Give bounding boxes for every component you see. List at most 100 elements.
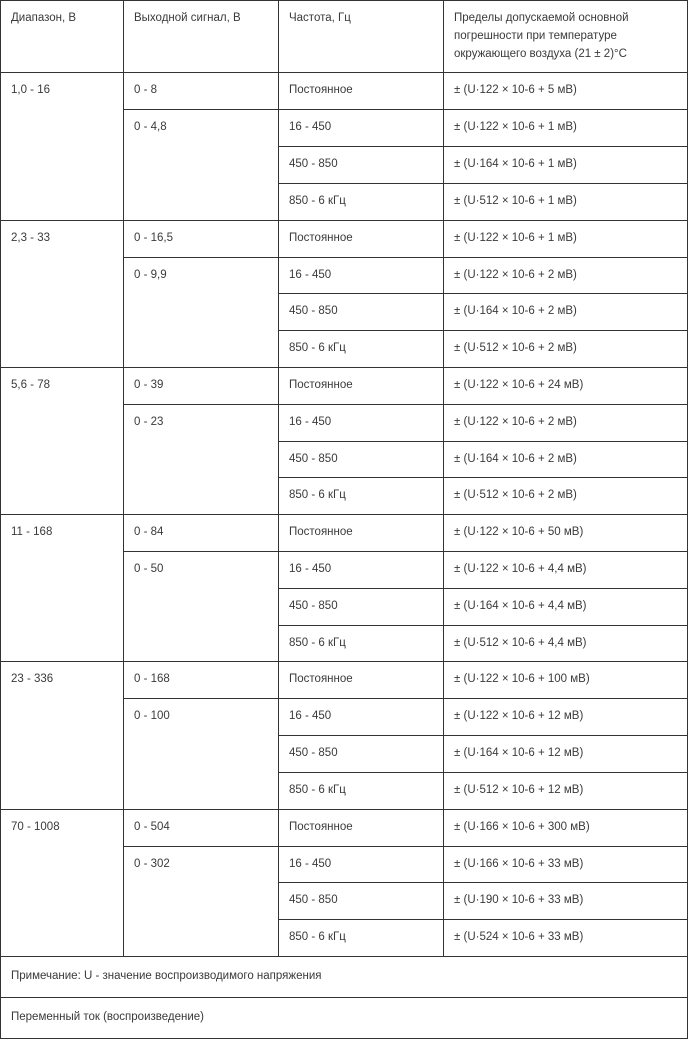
cell-error-limit: ± (U·166 × 10-6 + 300 мВ) <box>443 808 688 847</box>
cell-error-limit: ± (U·164 × 10-6 + 4,4 мВ) <box>443 587 688 626</box>
cell-error-limit: ± (U·512 × 10-6 + 12 мВ) <box>443 771 688 810</box>
table-row: 450 - 850 ± (U·164 × 10-6 + 12 мВ) <box>1 735 688 773</box>
table-footer-row: Примечание: U - значение воспроизводимог… <box>0 955 688 998</box>
table-row: 2,3 - 33 0 - 16,5 Постоянное ± (U·122 × 10-… <box>0 219 688 368</box>
cell-output-signal-dc: 0 - 8 <box>123 72 279 111</box>
cell-error-limit: ± (U·122 × 10-6 + 2 мВ) <box>443 403 688 442</box>
table-row: 850 - 6 кГц ± (U·512 × 10-6 + 2 мВ) <box>1 477 688 516</box>
cell-frequency: 850 - 6 кГц <box>278 330 444 368</box>
column-header-range: Диапазон, В <box>0 0 124 74</box>
cell-output-signal-ac: 0 - 9,9 <box>123 256 279 368</box>
table-row: 0 - 50 16 - 450 ± (U·122 × 10-6 + 4,4 мВ) <box>1 550 688 663</box>
cell-frequency: 850 - 6 кГц <box>278 477 444 516</box>
table-row: 1,0 - 16 0 - 8 Постоянное ± (U·122 × 10-6 +… <box>0 72 688 221</box>
cell-frequency: Постоянное <box>278 514 444 552</box>
cell-error-limit: ± (U·122 × 10-6 + 12 мВ) <box>443 698 688 737</box>
cell-error-limit: ± (U·164 × 10-6 + 12 мВ) <box>443 735 688 773</box>
cell-error-limit: ± (U·512 × 10-6 + 4,4 мВ) <box>443 624 688 663</box>
cell-error-limit: ± (U·512 × 10-6 + 2 мВ) <box>443 330 688 368</box>
cell-frequency: 450 - 850 <box>278 440 444 479</box>
cell-frequency: Постоянное <box>278 661 444 700</box>
column-header-error-limits: Пределы допускаемой основной погрешности… <box>443 0 688 74</box>
table-footer-row: Переменный ток (воспроизведение) <box>0 996 688 1039</box>
cell-error-limit: ± (U·122 × 10-6 + 24 мВ) <box>443 366 688 405</box>
cell-output-signal-dc: 0 - 39 <box>123 366 279 405</box>
cell-frequency: Постоянное <box>278 219 444 258</box>
cell-error-limit: ± (U·122 × 10-6 + 1 мВ) <box>443 109 688 148</box>
table-row: 5,6 - 78 0 - 39 Постоянное ± (U·122 × 10-6 … <box>0 366 688 516</box>
cell-output-signal-ac: 0 - 23 <box>123 403 279 516</box>
table-row: 450 - 850 ± (U·164 × 10-6 + 2 мВ) <box>1 440 688 479</box>
cell-error-limit: ± (U·122 × 10-6 + 50 мВ) <box>443 514 688 552</box>
cell-output-signal-dc: 0 - 84 <box>123 514 279 552</box>
table-row: 0 - 100 16 - 450 ± (U·122 × 10-6 + 12 мВ) <box>1 698 688 810</box>
cell-frequency: 16 - 450 <box>278 698 444 737</box>
footnote-text: Примечание: U - значение воспроизводимог… <box>0 955 688 998</box>
cell-frequency: 16 - 450 <box>278 551 444 589</box>
cell-error-limit: ± (U·190 × 10-6 + 33 мВ) <box>443 882 688 921</box>
cell-error-limit: ± (U·122 × 10-6 + 1 мВ) <box>443 219 688 258</box>
cell-frequency: Постоянное <box>278 366 444 405</box>
cell-range: 23 - 336 <box>0 661 124 810</box>
cell-frequency: 450 - 850 <box>278 735 444 773</box>
table-row: 23 - 336 0 - 168 Постоянное ± (U·122 × 10-6… <box>0 661 688 810</box>
cell-error-limit: ± (U·524 × 10-6 + 33 мВ) <box>443 919 688 957</box>
cell-frequency: 850 - 6 кГц <box>278 919 444 957</box>
table-body: 1,0 - 16 0 - 8 Постоянное ± (U·122 × 10-6 +… <box>0 72 688 1039</box>
table-row: 0 - 9,9 16 - 450 ± (U·122 × 10-6 + 2 мВ) <box>1 256 688 368</box>
cell-output-signal-ac: 0 - 100 <box>123 698 279 810</box>
table-row: 450 - 850 ± (U·190 × 10-6 + 33 мВ) <box>1 882 688 921</box>
cell-output-signal-dc: 0 - 16,5 <box>123 219 279 258</box>
cell-range: 11 - 168 <box>0 514 124 663</box>
table-row: 70 - 1008 0 - 504 Постоянное ± (U·166 × 10-… <box>0 808 688 957</box>
column-header-output-signal: Выходной сигнал, В <box>123 0 279 74</box>
header-row: Диапазон, В Выходной сигнал, В Частота, … <box>0 0 688 74</box>
cell-output-signal-dc: 0 - 168 <box>123 661 279 700</box>
cell-error-limit: ± (U·122 × 10-6 + 100 мВ) <box>443 661 688 700</box>
cell-frequency: 450 - 850 <box>278 146 444 184</box>
cell-error-limit: ± (U·122 × 10-6 + 5 мВ) <box>443 72 688 111</box>
cell-frequency: Постоянное <box>278 808 444 847</box>
cell-range: 2,3 - 33 <box>0 219 124 368</box>
cell-range: 5,6 - 78 <box>0 366 124 516</box>
table-row: 0 - 4,8 16 - 450 ± (U·122 × 10-6 + 1 мВ) <box>1 109 688 221</box>
cell-error-limit: ± (U·166 × 10-6 + 33 мВ) <box>443 845 688 884</box>
table-row: 450 - 850 ± (U·164 × 10-6 + 2 мВ) <box>1 293 688 332</box>
cell-frequency: 16 - 450 <box>278 845 444 884</box>
cell-frequency: 16 - 450 <box>278 256 444 295</box>
cell-range: 1,0 - 16 <box>0 72 124 221</box>
table-row: 850 - 6 кГц ± (U·512 × 10-6 + 1 мВ) <box>1 182 688 221</box>
table-row: 0 - 23 16 - 450 ± (U·122 × 10-6 + 2 мВ) <box>1 403 688 516</box>
cell-error-limit: ± (U·122 × 10-6 + 2 мВ) <box>443 256 688 295</box>
cell-error-limit: ± (U·164 × 10-6 + 1 мВ) <box>443 146 688 184</box>
cell-output-signal-ac: 0 - 50 <box>123 550 279 663</box>
section-caption: Переменный ток (воспроизведение) <box>0 996 688 1039</box>
cell-range: 70 - 1008 <box>0 808 124 957</box>
table-row: 11 - 168 0 - 84 Постоянное ± (U·122 × 10-6 … <box>0 514 688 663</box>
cell-error-limit: ± (U·164 × 10-6 + 2 мВ) <box>443 293 688 332</box>
cell-output-signal-ac: 0 - 302 <box>123 845 279 957</box>
table-row: 450 - 850 ± (U·164 × 10-6 + 4,4 мВ) <box>1 587 688 626</box>
cell-frequency: 450 - 850 <box>278 293 444 332</box>
table-row: 850 - 6 кГц ± (U·512 × 10-6 + 4,4 мВ) <box>1 624 688 663</box>
cell-output-signal-dc: 0 - 504 <box>123 808 279 847</box>
cell-error-limit: ± (U·122 × 10-6 + 4,4 мВ) <box>443 551 688 589</box>
cell-frequency: 450 - 850 <box>278 587 444 626</box>
cell-frequency: 16 - 450 <box>278 109 444 148</box>
cell-frequency: 850 - 6 кГц <box>278 624 444 663</box>
table-header: Диапазон, В Выходной сигнал, В Частота, … <box>0 0 688 74</box>
cell-error-limit: ± (U·512 × 10-6 + 1 мВ) <box>443 182 688 221</box>
cell-frequency: 850 - 6 кГц <box>278 182 444 221</box>
column-header-frequency: Частота, Гц <box>278 0 444 74</box>
cell-output-signal-ac: 0 - 4,8 <box>123 109 279 221</box>
cell-error-limit: ± (U·512 × 10-6 + 2 мВ) <box>443 477 688 516</box>
table-row: 850 - 6 кГц ± (U·512 × 10-6 + 2 мВ) <box>1 330 688 368</box>
cell-frequency: 850 - 6 кГц <box>278 771 444 810</box>
cell-error-limit: ± (U·164 × 10-6 + 2 мВ) <box>443 440 688 479</box>
cell-frequency: 450 - 850 <box>278 882 444 921</box>
cell-frequency: Постоянное <box>278 72 444 111</box>
cell-frequency: 16 - 450 <box>278 403 444 442</box>
table-row: 450 - 850 ± (U·164 × 10-6 + 1 мВ) <box>1 146 688 184</box>
table-row: 0 - 302 16 - 450 ± (U·166 × 10-6 + 33 мВ) <box>1 845 688 957</box>
